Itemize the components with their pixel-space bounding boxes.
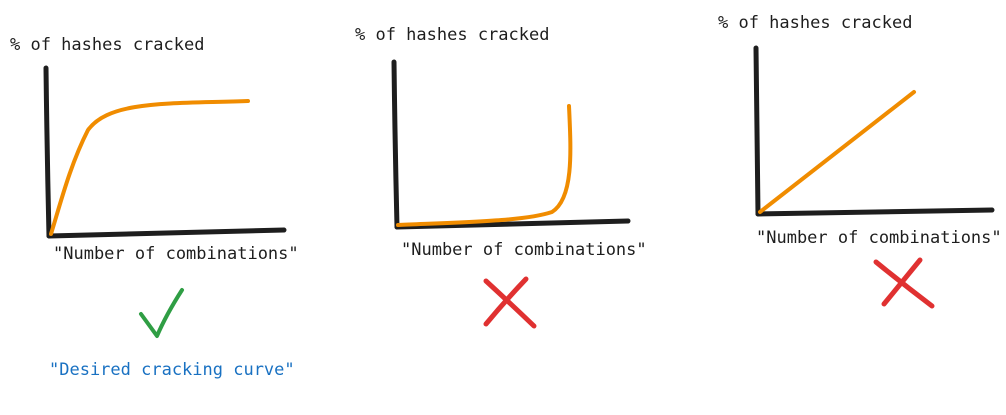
y-axis-line-3 [753,45,761,217]
x-axis-label-1: "Number of combinations" [53,244,299,264]
curve-linear [758,90,916,214]
y-axis-label-3: % of hashes cracked [718,13,912,33]
y-axis-label-1: % of hashes cracked [10,35,204,55]
cross-icon-1 [483,278,537,329]
curve-exponential [396,104,573,227]
curve-logarithmic [49,99,250,236]
x-axis-line-1 [46,227,287,239]
x-axis-line-2 [394,218,631,230]
panel-exponential-curve: % of hashes cracked "Number of combinati… [355,25,647,329]
y-axis-line-1 [43,65,52,239]
x-axis-label-2: "Number of combinations" [401,240,647,260]
x-axis-line-3 [755,207,995,217]
desired-curve-caption: "Desired cracking curve" [49,360,295,380]
panel-desired-curve: % of hashes cracked "Number of combinati… [10,35,299,380]
panel-linear-curve: % of hashes cracked "Number of combinati… [718,13,1002,309]
cross-icon-2-stroke-2 [881,257,923,307]
cross-icon-2 [873,259,935,309]
y-axis-line-2 [391,59,400,230]
x-axis-label-3: "Number of combinations" [756,228,1002,248]
y-axis-label-2: % of hashes cracked [355,25,549,45]
cross-icon-1-stroke-2 [483,276,529,327]
check-icon [139,288,184,338]
